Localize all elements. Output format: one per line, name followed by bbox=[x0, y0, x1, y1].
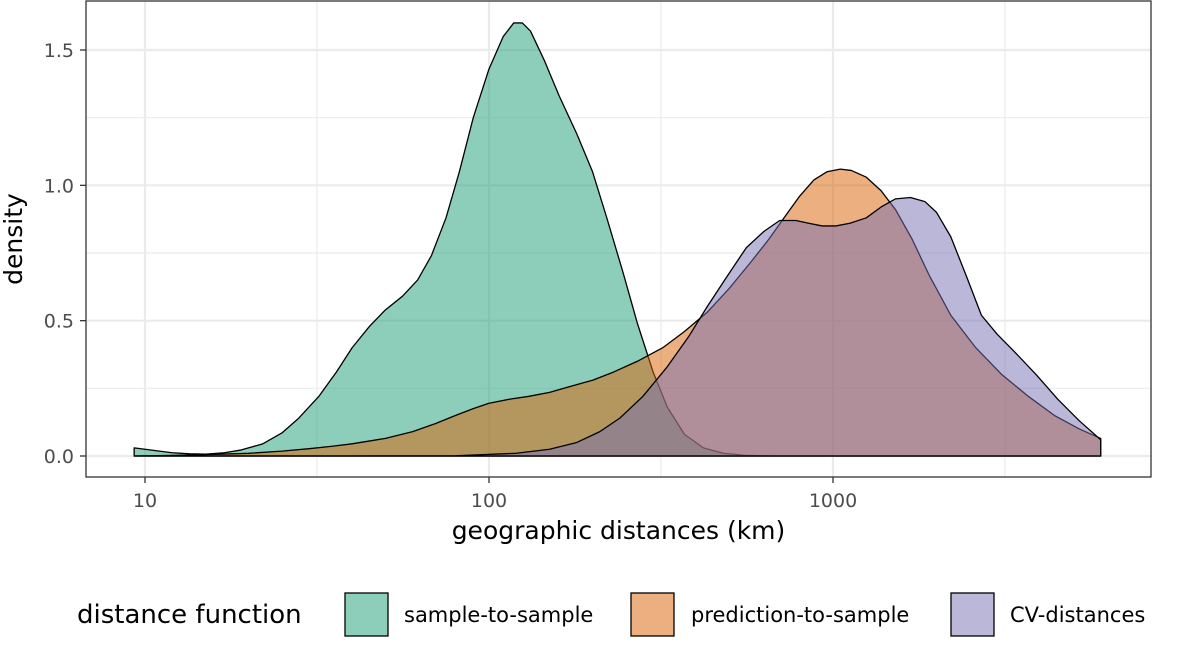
legend-label-sample-to-sample: sample-to-sample bbox=[404, 603, 593, 627]
x-tick-label: 10 bbox=[133, 490, 157, 512]
density-area-layer bbox=[133, 22, 1102, 457]
legend: distance function sample-to-sample predic… bbox=[77, 592, 1145, 637]
legend-key-sample-to-sample bbox=[344, 592, 389, 637]
tick-layer: 0.0 0.5 1.0 1.5 10 100 1000 bbox=[44, 40, 857, 512]
y-tick-label: 1.5 bbox=[44, 40, 74, 62]
x-tick-label: 100 bbox=[471, 490, 507, 512]
x-tick-label: 1000 bbox=[809, 490, 857, 512]
legend-key-cv-distances bbox=[950, 592, 995, 637]
legend-label-cv-distances: CV-distances bbox=[1010, 603, 1145, 627]
panel-border-layer bbox=[85, 0, 1152, 478]
y-tick-label: 1.0 bbox=[44, 175, 74, 197]
legend-items: sample-to-sample prediction-to-sample CV-d… bbox=[344, 592, 1145, 637]
legend-title: distance function bbox=[77, 600, 302, 630]
y-tick-label: 0.0 bbox=[44, 446, 74, 468]
y-axis-title: density bbox=[0, 193, 28, 285]
density-area-cv-distances bbox=[133, 196, 1102, 457]
legend-key-prediction-to-sample bbox=[630, 592, 675, 637]
x-axis-title: geographic distances (km) bbox=[452, 516, 786, 545]
panel-border bbox=[85, 0, 1152, 478]
legend-label-prediction-to-sample: prediction-to-sample bbox=[691, 603, 909, 627]
y-tick-label: 0.5 bbox=[44, 311, 74, 333]
